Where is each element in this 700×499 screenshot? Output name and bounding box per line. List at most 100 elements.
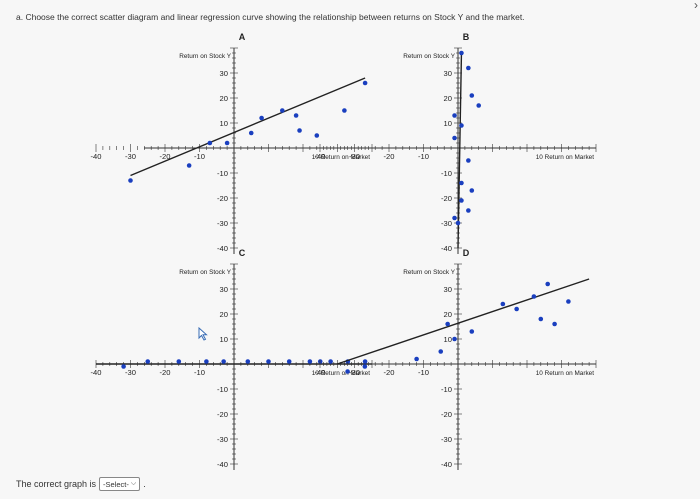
x-tick-label: -20	[160, 152, 171, 161]
y-tick-label: 10	[220, 335, 228, 344]
data-point	[438, 349, 444, 354]
mouse-pointer-icon	[198, 327, 208, 341]
y-tick-label: 30	[220, 285, 228, 294]
answer-row: The correct graph is -Select- ⌵ .	[16, 477, 146, 491]
scatter-chart-c[interactable]: C -40 -30 -20 -10 30 20 10 -10 -20 -30 -40 Return on…	[91, 244, 384, 474]
y-tick-label: -40	[441, 460, 452, 469]
x-tick-label: -30	[125, 368, 136, 377]
y-tick-label: -10	[217, 169, 228, 178]
data-point	[121, 364, 126, 369]
data-point	[207, 140, 213, 146]
scatter-chart-d[interactable]: D -40 -30 -20 -10 30 20 10 -10 -20 -30 -40 Return on…	[315, 244, 608, 474]
y-tick-label: -10	[441, 385, 452, 394]
y-tick-label: 30	[444, 69, 452, 78]
data-point	[452, 215, 457, 221]
x-tick-label: -40	[315, 152, 326, 161]
y-tick-label: -40	[217, 460, 228, 469]
data-point	[221, 359, 226, 364]
data-point	[531, 294, 537, 299]
data-point	[445, 321, 450, 327]
scatter-chart-a[interactable]: A -40 -30 -20 -10 30 20 10 -10 -20 -30 -40 Return on…	[91, 28, 384, 258]
y-tick-label: 30	[444, 285, 452, 294]
data-point	[266, 359, 271, 364]
x-tick-label: -30	[125, 152, 136, 161]
data-point	[452, 135, 457, 141]
y-tick-label: 20	[220, 310, 228, 319]
data-point	[469, 188, 475, 193]
y-axis-label: Return on Stock Y	[403, 269, 455, 276]
data-point	[248, 130, 254, 136]
x-tick-label: -20	[384, 152, 395, 161]
chart-svg: C -40 -30 -20 -10 30 20 10 -10 -20 -30 -40 Return on…	[91, 248, 373, 470]
x-tick-label: -40	[91, 368, 102, 377]
chevron-down-icon: ⌵	[130, 480, 137, 487]
y-tick-label: 20	[444, 94, 452, 103]
y-tick-label: 10	[220, 119, 228, 128]
chevron-right-icon[interactable]: ›	[694, 0, 698, 12]
y-tick-label: 30	[220, 69, 228, 78]
data-point	[459, 50, 464, 56]
data-point	[566, 299, 571, 304]
x-tick-label: -40	[315, 368, 326, 377]
data-point	[552, 321, 557, 327]
data-point	[176, 359, 182, 364]
y-tick-label: -10	[217, 385, 228, 394]
x-axis-label: 10 Return on Market	[536, 370, 594, 377]
period: .	[143, 479, 146, 489]
data-point	[362, 364, 368, 369]
x-tick-label: -10	[194, 152, 205, 161]
data-point	[314, 133, 320, 138]
y-tick-label: -10	[441, 169, 452, 178]
x-tick-label: -40	[91, 152, 102, 161]
data-point	[286, 359, 292, 364]
x-axis-label: 10 Return on Market	[312, 370, 370, 377]
y-tick-label: 10	[444, 119, 452, 128]
data-point	[297, 128, 302, 133]
data-point	[342, 108, 347, 113]
y-tick-label: -20	[217, 194, 228, 203]
data-point	[500, 301, 506, 307]
panel-label: D	[463, 248, 470, 258]
data-point	[469, 93, 475, 98]
data-point	[204, 359, 209, 364]
x-tick-label: -10	[418, 152, 429, 161]
data-point	[414, 356, 419, 362]
data-point	[328, 359, 333, 364]
y-tick-label: -30	[441, 435, 452, 444]
data-point	[362, 359, 368, 364]
data-point	[459, 198, 464, 203]
data-point	[245, 359, 251, 364]
scatter-chart-b[interactable]: B -40 -30 -20 -10 30 20 10 -10 -20 -30 -40 Return on…	[315, 28, 608, 258]
x-axis-label: 10 Return on Market	[536, 154, 594, 161]
data-point	[469, 329, 475, 334]
regression-line	[130, 77, 366, 177]
data-point	[466, 158, 471, 163]
data-point	[545, 281, 550, 287]
x-tick-label: -20	[384, 368, 395, 377]
y-tick-label: 20	[220, 94, 228, 103]
x-tick-label: -10	[194, 368, 205, 377]
data-point	[145, 359, 151, 364]
x-axis-label: 10 Return on Market	[312, 154, 370, 161]
y-axis-label: Return on Stock Y	[403, 53, 455, 60]
data-point	[459, 123, 464, 128]
chart-svg: B -40 -30 -20 -10 30 20 10 -10 -20 -30 -40 Return on…	[315, 32, 597, 254]
panel-label: A	[239, 32, 246, 42]
data-point	[280, 108, 285, 113]
data-point	[224, 140, 230, 146]
x-tick-label: -10	[418, 368, 429, 377]
graph-select-value: -Select-	[103, 479, 129, 489]
data-point	[293, 113, 299, 118]
regression-line	[457, 52, 463, 249]
y-tick-label: -30	[217, 435, 228, 444]
x-tick-label: -20	[160, 368, 171, 377]
y-tick-label: -40	[441, 244, 452, 253]
y-tick-label: 10	[444, 335, 452, 344]
panel-label: C	[239, 248, 246, 258]
y-tick-label: -30	[217, 219, 228, 228]
y-tick-label: -20	[441, 410, 452, 419]
chart-svg: A -40 -30 -20 -10 30 20 10 -10 -20 -30 -40 Return on…	[91, 32, 373, 254]
graph-select[interactable]: -Select- ⌵	[99, 477, 141, 491]
data-point	[452, 336, 457, 342]
data-point	[538, 316, 544, 322]
